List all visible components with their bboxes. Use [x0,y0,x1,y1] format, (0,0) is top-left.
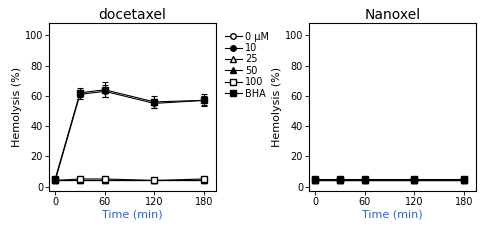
Legend: 0 μM, 10, 25, 50, 100, BHA: 0 μM, 10, 25, 50, 100, BHA [225,31,269,99]
X-axis label: Time (min): Time (min) [102,209,163,219]
Y-axis label: Hemolysis (%): Hemolysis (%) [272,67,282,147]
Title: docetaxel: docetaxel [99,8,166,22]
Title: Nanoxel: Nanoxel [364,8,420,22]
X-axis label: Time (min): Time (min) [362,209,423,219]
Y-axis label: Hemolysis (%): Hemolysis (%) [12,67,22,147]
